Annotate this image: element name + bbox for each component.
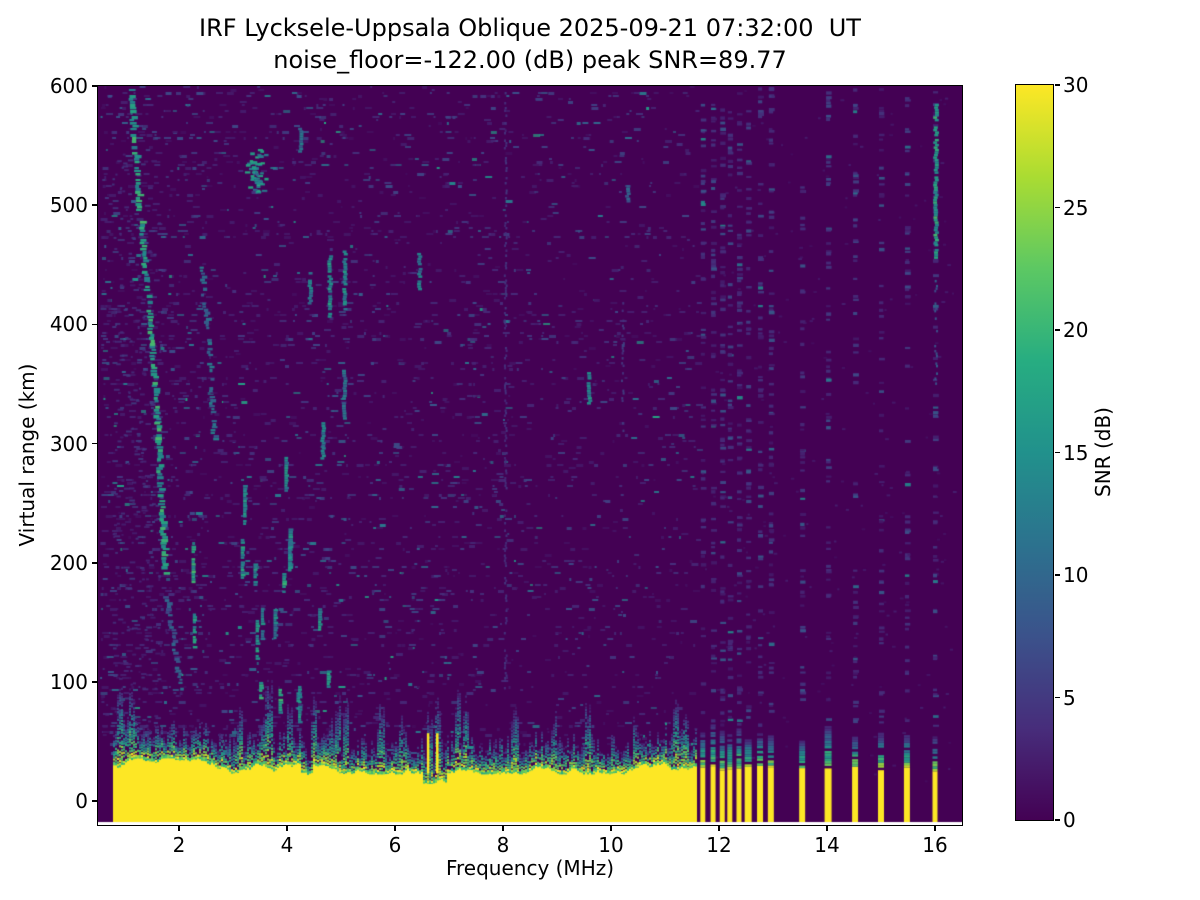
y-tick-mark xyxy=(91,442,97,445)
y-tick-label: 500 xyxy=(49,193,88,218)
x-tick-label: 6 xyxy=(388,833,402,857)
y-tick-mark xyxy=(91,204,97,206)
x-tick-mark xyxy=(178,826,180,831)
y-tick-mark xyxy=(91,323,97,326)
y-tick-label: 300 xyxy=(49,431,88,456)
colorbar-tick-mark xyxy=(1054,819,1060,821)
colorbar-label: SNR (dB) xyxy=(1091,407,1115,497)
colorbar-tick-label: 20 xyxy=(1063,318,1089,342)
x-tick-label: 14 xyxy=(814,833,840,857)
colorbar-tick-mark xyxy=(1054,329,1060,331)
chart-title: IRF Lycksele-Uppsala Oblique 2025-09-21 … xyxy=(199,14,861,42)
x-tick-mark xyxy=(286,826,288,831)
colorbar-gradient xyxy=(1015,84,1053,820)
x-tick-mark xyxy=(394,826,396,831)
colorbar-tick-label: 5 xyxy=(1063,685,1076,710)
y-tick-label: 400 xyxy=(49,312,88,337)
x-tick-label: 2 xyxy=(172,833,186,857)
colorbar-tick-label: 25 xyxy=(1063,195,1089,220)
x-tick-label: 10 xyxy=(598,833,624,857)
y-tick-mark xyxy=(91,85,97,87)
y-tick-mark xyxy=(91,800,97,802)
colorbar-tick-mark xyxy=(1054,84,1060,86)
x-axis-label: Frequency (MHz) xyxy=(445,856,615,880)
colorbar-tick-label: 10 xyxy=(1063,563,1089,587)
y-tick-mark xyxy=(91,681,97,683)
colorbar-tick-label: 0 xyxy=(1063,808,1076,832)
x-tick-mark xyxy=(934,826,936,831)
colorbar-tick-label: 15 xyxy=(1063,440,1089,465)
x-tick-label: 12 xyxy=(706,833,732,857)
y-tick-label: 0 xyxy=(75,789,88,814)
x-tick-mark xyxy=(826,826,828,831)
y-tick-label: 100 xyxy=(49,669,88,694)
y-tick-label: 600 xyxy=(49,74,88,98)
colorbar-tick-label: 30 xyxy=(1063,73,1089,97)
chart-subtitle: noise_floor=-122.00 (dB) peak SNR=89.77 xyxy=(273,46,787,74)
x-tick-mark xyxy=(718,826,720,831)
colorbar-tick-mark xyxy=(1054,206,1060,209)
y-tick-label: 200 xyxy=(49,550,88,575)
y-tick-mark xyxy=(91,562,97,564)
x-tick-mark xyxy=(610,826,612,831)
colorbar-tick-mark xyxy=(1054,451,1060,454)
heatmap-canvas xyxy=(97,85,962,825)
y-axis-label: Virtual range (km) xyxy=(15,363,39,547)
colorbar-tick-mark xyxy=(1054,574,1060,576)
plot-area xyxy=(96,84,963,826)
x-tick-mark xyxy=(502,826,504,831)
x-tick-label: 4 xyxy=(280,833,294,857)
x-tick-label: 8 xyxy=(496,833,510,857)
colorbar xyxy=(1014,83,1054,821)
colorbar-tick-mark xyxy=(1054,696,1060,699)
x-tick-label: 16 xyxy=(922,833,948,857)
